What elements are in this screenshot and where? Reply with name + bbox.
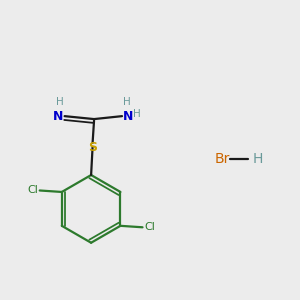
Text: N: N [53,110,63,123]
Text: Br: Br [215,152,230,166]
Text: H: H [56,97,63,107]
Text: H: H [133,109,141,119]
Text: Cl: Cl [144,222,155,232]
Text: H: H [253,152,263,166]
Text: H: H [123,97,131,107]
Text: N: N [123,110,133,123]
Text: S: S [88,141,97,154]
Text: Cl: Cl [27,185,38,196]
